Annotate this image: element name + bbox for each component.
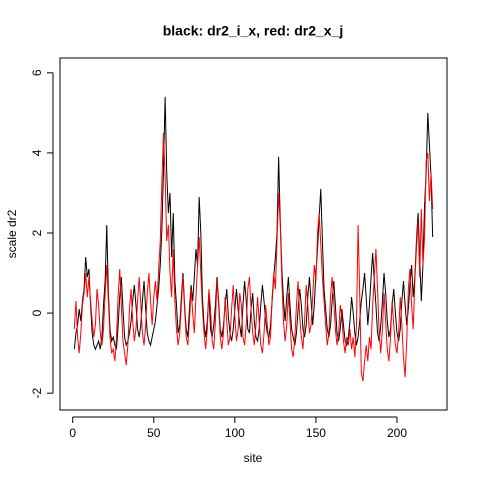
series-line: [73, 96, 434, 351]
chart-title: black: dr2_i_x, red: dr2_x_j: [163, 23, 344, 39]
y-tick-label: 6: [30, 69, 44, 76]
x-tick-label: 0: [69, 426, 76, 440]
x-tick-label: 50: [147, 426, 161, 440]
y-tick-label: 4: [30, 149, 44, 156]
series-line: [73, 132, 434, 382]
y-axis-label: scale dr2: [5, 209, 19, 258]
y-tick-label: 2: [30, 229, 44, 236]
plot-frame: [59, 57, 448, 411]
x-tick-label: 150: [306, 426, 326, 440]
x-axis-label: site: [244, 451, 263, 465]
y-tick-label: -2: [30, 388, 44, 399]
x-tick-label: 200: [387, 426, 407, 440]
x-tick-label: 100: [225, 426, 245, 440]
y-tick-label: 0: [30, 309, 44, 316]
